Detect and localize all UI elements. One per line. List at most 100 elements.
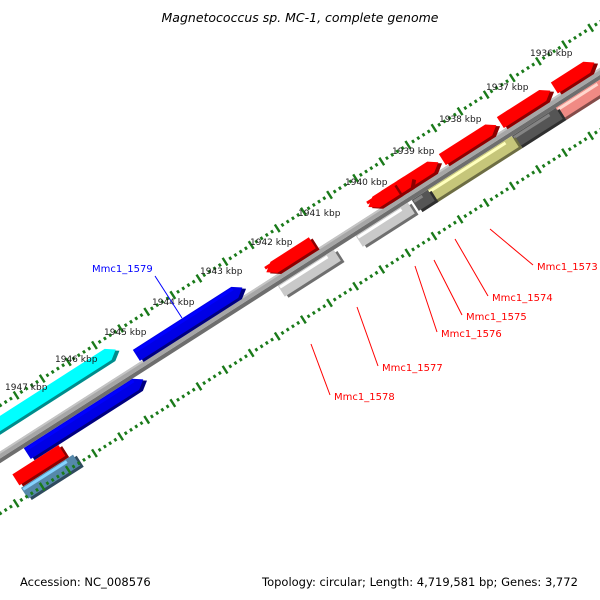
scale-tick-minor <box>468 210 473 215</box>
scale-tick-minor <box>97 339 102 344</box>
gene-body[interactable] <box>132 282 246 361</box>
scale-tick-label: 1938 kbp <box>439 115 482 125</box>
gene-label[interactable]: Mmc1_1577 <box>382 363 443 374</box>
gene-label[interactable]: Mmc1_1574 <box>492 293 553 304</box>
scale-tick-label: 1943 kbp <box>200 267 243 277</box>
scale-tick-minor <box>411 247 416 252</box>
scale-tick-minor <box>531 62 536 67</box>
gene-feature[interactable] <box>277 249 345 300</box>
gene-feature[interactable] <box>396 172 420 195</box>
gene-body[interactable] <box>511 107 563 147</box>
scale-tick-major <box>508 181 516 191</box>
scale-tick-minor <box>593 22 598 27</box>
gene-highlight <box>0 349 107 427</box>
gene-label[interactable]: Mmc1_1579 <box>92 264 153 275</box>
scale-tick-minor <box>311 202 316 207</box>
scale-tick-minor <box>479 95 483 101</box>
gene-label-leader-line <box>414 265 438 333</box>
scale-tick-minor <box>411 139 416 144</box>
scale-tick-major <box>299 207 307 217</box>
scale-tick-minor <box>165 296 170 301</box>
scale-tick-minor <box>55 474 60 479</box>
scale-tick-minor <box>45 373 50 378</box>
scale-tick-minor <box>71 464 76 469</box>
scale-tick-major <box>456 106 464 116</box>
scale-tick-major <box>64 465 72 475</box>
scale-tick-minor <box>8 396 13 401</box>
scale-tick-minor <box>442 227 447 232</box>
scale-tick-major <box>221 365 229 375</box>
gene-body[interactable] <box>0 344 119 435</box>
scale-tick-minor <box>583 29 588 34</box>
scale-tick-minor <box>290 216 295 221</box>
axis-backbone <box>0 53 600 469</box>
gene-label[interactable]: Mmc1_1578 <box>334 392 395 403</box>
gene-label[interactable]: Mmc1_1575 <box>466 312 527 323</box>
scale-tick-minor <box>123 323 128 328</box>
gene-feature[interactable] <box>365 182 404 215</box>
gene-body[interactable] <box>425 136 519 202</box>
gene-label[interactable]: Mmc1_1576 <box>441 329 502 340</box>
gene-body[interactable] <box>438 120 500 166</box>
scale-tick-label: 1939 kbp <box>392 147 435 157</box>
scale-tick-minor <box>0 403 3 408</box>
gene-body[interactable] <box>550 57 598 94</box>
gene-body[interactable] <box>555 77 600 119</box>
scale-tick-minor <box>19 389 24 395</box>
gene-feature[interactable] <box>411 188 439 213</box>
gene-body[interactable] <box>12 444 66 486</box>
gene-highlight <box>25 379 135 451</box>
gene-feature[interactable] <box>132 281 250 364</box>
gene-feature[interactable] <box>555 76 600 122</box>
gene-body[interactable] <box>365 183 400 213</box>
gene-feature[interactable] <box>438 118 504 167</box>
gene-highlight <box>13 450 53 478</box>
scale-tick-major <box>404 140 412 150</box>
scale-tick-minor <box>473 99 478 104</box>
scale-tick-minor <box>82 349 86 354</box>
scale-tick-minor <box>3 399 8 405</box>
scale-tick-label: 1936 kbp <box>530 49 573 59</box>
gene-body[interactable] <box>496 85 554 129</box>
scale-tick-minor <box>332 297 337 302</box>
scale-tick-minor <box>364 277 369 282</box>
gene-highlight <box>498 90 542 120</box>
scale-tick-major <box>352 173 360 183</box>
scale-tick-minor <box>19 497 24 503</box>
scale-tick-minor <box>416 136 421 141</box>
gene-feature[interactable] <box>0 343 123 437</box>
gene-feature[interactable] <box>21 453 84 501</box>
gene-feature[interactable] <box>511 107 567 150</box>
scale-tick-major <box>195 273 203 283</box>
gene-feature[interactable] <box>496 84 558 131</box>
gene-feature[interactable] <box>12 444 70 488</box>
gene-body[interactable] <box>263 237 316 277</box>
gene-body[interactable] <box>21 454 81 499</box>
scale-tick-minor <box>296 320 301 325</box>
gene-body[interactable] <box>277 249 341 297</box>
gene-feature[interactable] <box>23 373 151 462</box>
scale-tick-minor <box>280 222 285 227</box>
gene-label[interactable]: Mmc1_1573 <box>537 262 598 273</box>
scale-tick-minor <box>233 252 238 258</box>
gene-feature[interactable] <box>355 201 419 249</box>
scale-tick-minor <box>505 187 510 192</box>
scale-tick-major <box>430 123 438 133</box>
scale-tick-minor <box>400 254 405 259</box>
gene-feature[interactable] <box>425 135 523 205</box>
scale-tick-major <box>482 198 490 208</box>
scale-tick-minor <box>317 199 322 204</box>
scale-tick-minor <box>290 324 295 329</box>
scale-tick-minor <box>108 441 113 446</box>
gene-body[interactable] <box>23 374 147 460</box>
gene-feature[interactable] <box>550 56 600 96</box>
scale-tick-minor <box>317 307 322 312</box>
gene-body[interactable] <box>411 189 435 211</box>
scale-tick-major <box>587 23 595 33</box>
gene-body[interactable] <box>355 202 415 247</box>
scale-tick-major <box>12 498 20 508</box>
scale-tick-minor <box>479 203 483 209</box>
scale-tick-major <box>482 90 490 100</box>
scale-tick-minor <box>426 237 431 242</box>
gene-feature[interactable] <box>263 236 320 280</box>
